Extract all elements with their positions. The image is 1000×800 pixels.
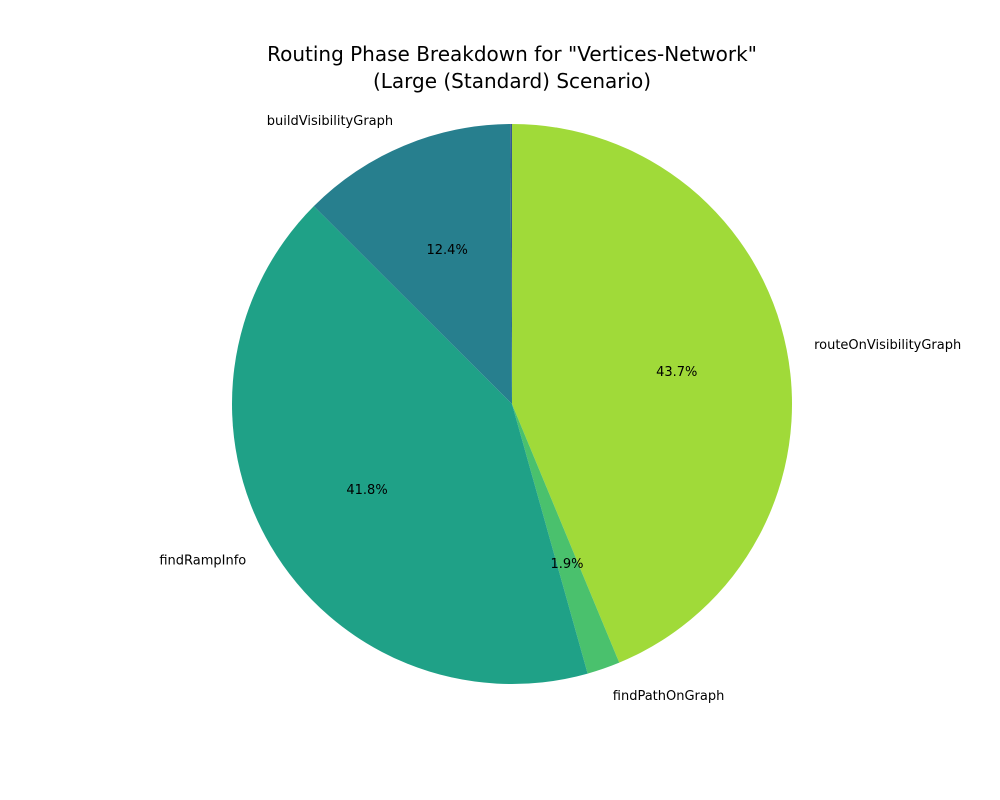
slice-label-route-on-visibility-graph: routeOnVisibilityGraph	[814, 338, 961, 353]
percent-label-find-path-on-graph: 1.9%	[550, 557, 583, 572]
percent-label-route-on-visibility-graph: 43.7%	[656, 365, 697, 380]
pie-labels: routeOnVisibilityGraph 43.7% findPathOnGra…	[159, 114, 961, 704]
slice-label-find-path-on-graph: findPathOnGraph	[613, 689, 725, 704]
pie-slice-unlabeled	[510, 124, 512, 404]
pie-slice-find-ramp-info	[231, 206, 588, 684]
chart-subtitle: (Large (Standard) Scenario)	[373, 69, 651, 93]
slice-label-find-ramp-info: findRampInfo	[159, 554, 246, 569]
slice-label-build-visibility-graph: buildVisibilityGraph	[267, 114, 393, 129]
percent-label-build-visibility-graph: 12.4%	[427, 243, 468, 258]
pie-slice-find-path-on-graph	[512, 404, 620, 674]
pie-slice-build-visibility-graph	[313, 124, 512, 404]
pie-slice-route-on-visibility-graph	[512, 124, 792, 663]
chart-title: Routing Phase Breakdown for "Vertices-Ne…	[267, 42, 757, 66]
percent-label-find-ramp-info: 41.8%	[346, 483, 387, 498]
pie-slices	[231, 124, 792, 684]
